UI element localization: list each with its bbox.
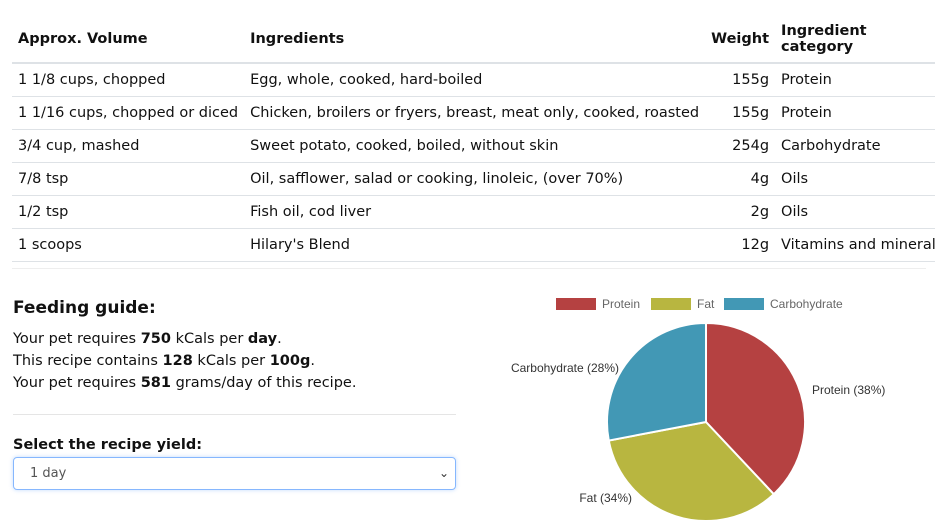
legend-swatch-protein[interactable] [556, 298, 596, 310]
legend-swatch-fat[interactable] [651, 298, 691, 310]
table-row: 7/8 tsp Oil, safflower, salad or cooking,… [12, 162, 935, 196]
slice-label-carbohydrate: Carbohydrate (28%) [511, 361, 619, 375]
ingredient-cell: Fish oil, cod liver [244, 195, 706, 229]
col-ingredients: Ingredients [244, 16, 706, 64]
legend-label-protein[interactable]: Protein [602, 297, 640, 311]
chevron-down-icon: ⌄ [438, 466, 449, 480]
volume-cell: 1/2 tsp [12, 195, 245, 229]
pie-slice-protein[interactable] [705, 321, 806, 496]
table-row: 1 scoops Hilary's Blend 12g Vitamins and mi… [12, 228, 935, 262]
col-weight: Weight [705, 16, 776, 64]
ingredient-cell: Egg, whole, cooked, hard-boiled [244, 63, 706, 97]
feeding-guide: Feeding guide: Your pet requires 750 kCa… [13, 298, 456, 490]
volume-cell: 3/4 cup, mashed [12, 129, 245, 163]
ingredient-cell: Hilary's Blend [244, 228, 706, 262]
ingredients-table: Approx. Volume Ingredients Weight Ingred… [12, 16, 935, 262]
feeding-guide-title: Feeding guide: [13, 298, 156, 318]
table-header: Approx. Volume Ingredients Weight Ingred… [12, 16, 935, 64]
pie-slice-fat[interactable] [607, 420, 776, 522]
table-row: 1 1/16 cups, chopped or diced Chicken, br… [12, 96, 935, 130]
volume-cell: 1 scoops [12, 228, 245, 262]
pie-slice-carbohydrate[interactable] [606, 321, 707, 442]
slice-label-protein: Protein (38%) [812, 383, 885, 397]
volume-cell: 7/8 tsp [12, 162, 245, 196]
category-cell: Protein [775, 63, 935, 97]
weight-cell: 155g [705, 96, 776, 130]
macronutrient-pie-chart: Protein Fat Carbohydrate Protein (38%) Fat (… [511, 297, 885, 522]
category-cell: Oils [775, 195, 935, 229]
legend-label-fat[interactable]: Fat [697, 297, 715, 311]
kcal-requirement: Your pet requires 750 kCals per day. [13, 331, 282, 347]
recipe-kcal: This recipe contains 128 kCals per 100g. [13, 353, 315, 369]
col-volume: Approx. Volume [12, 16, 245, 64]
recipe-yield-select[interactable]: 1 day ⌄ [13, 457, 456, 490]
ingredient-cell: Oil, safflower, salad or cooking, linole… [244, 162, 706, 196]
ingredient-cell: Sweet potato, cooked, boiled, without sk… [244, 129, 706, 163]
weight-cell: 4g [705, 162, 776, 196]
legend-swatch-carbohydrate[interactable] [724, 298, 764, 310]
category-cell: Vitamins and minerals [775, 228, 935, 262]
table-row: 1/2 tsp Fish oil, cod liver 2g Oils [12, 195, 935, 229]
divider [13, 414, 456, 415]
table-row: 1 1/8 cups, chopped Egg, whole, cooked, h… [12, 63, 935, 97]
legend-label-carbohydrate[interactable]: Carbohydrate [770, 297, 843, 311]
divider [12, 268, 926, 269]
grams-per-day: Your pet requires 581 grams/day of this … [13, 375, 357, 391]
weight-cell: 2g [705, 195, 776, 229]
category-cell: Protein [775, 96, 935, 130]
weight-cell: 254g [705, 129, 776, 163]
yield-label: Select the recipe yield: [13, 437, 203, 453]
category-cell: Carbohydrate [775, 129, 935, 163]
category-cell: Oils [775, 162, 935, 196]
volume-cell: 1 1/16 cups, chopped or diced [12, 96, 245, 130]
table-row: 3/4 cup, mashed Sweet potato, cooked, boi… [12, 129, 935, 163]
weight-cell: 12g [705, 228, 776, 262]
ingredient-cell: Chicken, broilers or fryers, breast, mea… [244, 96, 706, 130]
weight-cell: 155g [705, 63, 776, 97]
slice-label-fat: Fat (34%) [579, 491, 632, 505]
volume-cell: 1 1/8 cups, chopped [12, 63, 245, 97]
col-category: Ingredient category [775, 16, 935, 64]
